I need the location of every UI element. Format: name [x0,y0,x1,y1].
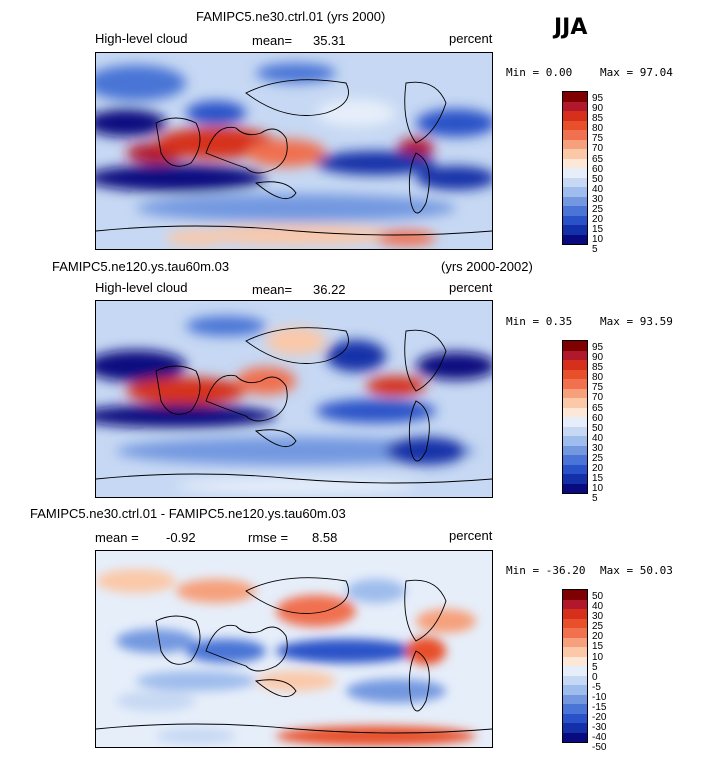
colorbar-tick: 85 [592,113,604,125]
colorbar-tick: 60 [592,163,604,175]
colorbar-tick: 30 [592,442,604,454]
panel3-colorbar [562,589,588,743]
colorbar-tick: 40 [592,183,604,195]
colorbar-tick: 25 [592,621,604,633]
panel3-min: Min = -36.20 [506,564,586,577]
panel2-mean-value: 36.22 [313,282,346,297]
colorbar-tick: 5 [592,493,598,505]
colorbar-tick: 90 [592,352,604,364]
colorbar-tick: 15 [592,473,604,485]
panel2-colorbar-labels: 95 90 85 80 75 70 65 60 50 40 30 25 20 1… [592,342,604,505]
panel1-units: percent [449,31,493,46]
panel1-colorbar-labels: 95 90 85 80 75 70 65 60 50 40 30 25 20 1… [592,93,604,256]
panel2-min: Min = 0.35 [506,315,573,328]
colorbar-tick: 30 [592,193,604,205]
colorbar-tick: 95 [592,93,604,104]
colorbar-tick: 30 [592,611,604,623]
colorbar-tick: -5 [592,681,601,693]
colorbar-tick: 70 [592,143,604,155]
colorbar-tick: 80 [592,123,604,135]
panel3-max: Max = 50.03 [600,564,673,577]
colorbar-tick: 0 [592,671,598,683]
colorbar-tick: 15 [592,641,604,653]
colorbar-tick: 10 [592,234,604,246]
season-label: JJA [554,15,588,40]
colorbar-tick: 90 [592,103,604,115]
panel3-rmse-label: rmse = [248,530,289,545]
panel3-mean-value: -0.92 [166,530,196,545]
panel2-title: FAMIPC5.ne120.ys.tau60m.03 [52,259,230,274]
colorbar-tick: 75 [592,133,604,145]
panel1-colorbar [562,91,588,245]
colorbar-tick: 50 [592,422,604,434]
colorbar-tick: 20 [592,631,604,643]
colorbar-tick: 5 [592,244,598,256]
colorbar-tick: 80 [592,372,604,384]
panel2-colorbar [562,340,588,494]
colorbar-tick: 25 [592,204,604,216]
panel2-max: Max = 93.59 [600,315,673,328]
colorbar-tick: -30 [592,722,607,734]
panel1-min: Min = 0.00 [506,66,573,79]
colorbar-tick: 10 [592,483,604,495]
colorbar-tick: 95 [592,342,604,353]
colorbar-tick: 65 [592,402,604,414]
panel3-mean-label: mean = [95,530,139,545]
colorbar-tick: 25 [592,453,604,465]
colorbar-tick: 75 [592,382,604,394]
panel1-map [95,52,493,250]
colorbar-tick: 5 [592,661,598,673]
panel1-mean-label: mean= [252,33,293,48]
colorbar-tick: 15 [592,224,604,236]
colorbar-tick: -20 [592,712,607,724]
colorbar-tick: -15 [592,702,607,714]
colorbar-tick: 10 [592,651,604,663]
panel1-title: FAMIPC5.ne30.ctrl.01 (yrs 2000) [196,9,386,24]
colorbar-tick: -10 [592,691,607,703]
panel2-units: percent [449,280,493,295]
panel3-rmse-value: 8.58 [312,530,338,545]
colorbar-tick: 40 [592,432,604,444]
colorbar-tick: 20 [592,463,604,475]
panel2-left-label: High-level cloud [95,280,188,295]
panel2-years: (yrs 2000-2002) [441,259,533,274]
panel3-units: percent [449,528,493,543]
panel3-title: FAMIPC5.ne30.ctrl.01 - FAMIPC5.ne120.ys.… [30,506,346,521]
panel3-colorbar-labels: 50 40 30 25 20 15 10 5 0 -5 -10 -15 -20 … [592,591,607,754]
panel3-map [95,550,493,748]
panel1-mean-value: 35.31 [313,33,346,48]
colorbar-tick: 50 [592,173,604,185]
colorbar-tick: 70 [592,392,604,404]
colorbar-tick: 60 [592,412,604,424]
panel2-mean-label: mean= [252,282,293,297]
panel2-map [95,300,493,498]
colorbar-tick: -50 [592,742,607,754]
panel1-max: Max = 97.04 [600,66,673,79]
colorbar-tick: 20 [592,214,604,226]
colorbar-tick: 40 [592,601,604,613]
colorbar-tick: 85 [592,362,604,374]
colorbar-tick: -40 [592,732,607,744]
panel1-left-label: High-level cloud [95,31,188,46]
colorbar-tick: 50 [592,591,604,602]
colorbar-tick: 65 [592,153,604,165]
